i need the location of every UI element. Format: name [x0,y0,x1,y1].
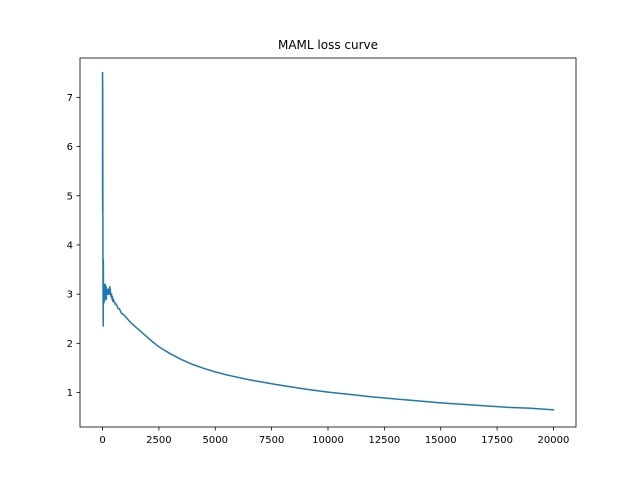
x-tick-label: 20000 [538,435,570,446]
plot-frame [79,57,577,428]
y-tick-label: 2 [67,339,73,350]
y-tick-label: 1 [67,388,73,399]
y-axis: 1 2 3 4 5 6 7 [67,93,80,399]
chart-title: MAML loss curve [278,38,378,52]
y-tick-label: 4 [67,240,73,251]
plot-area [79,57,577,428]
series-line-loss [101,72,555,411]
x-tick-label: 7500 [259,435,284,446]
x-tick-label: 2500 [146,435,171,446]
x-tick-label: 15000 [425,435,457,446]
x-tick-label: 12500 [368,435,400,446]
x-tick-label: 10000 [312,435,344,446]
x-tick-label: 17500 [481,435,513,446]
x-tick-label: 0 [99,435,105,446]
y-tick-label: 6 [67,142,73,153]
y-tick-label: 7 [67,93,73,104]
y-tick-label: 5 [67,191,73,202]
y-tick-label: 3 [67,290,73,301]
x-axis: 0 2500 5000 7500 10000 12500 15000 17500 20000 [99,427,569,446]
x-tick-label: 5000 [203,435,228,446]
